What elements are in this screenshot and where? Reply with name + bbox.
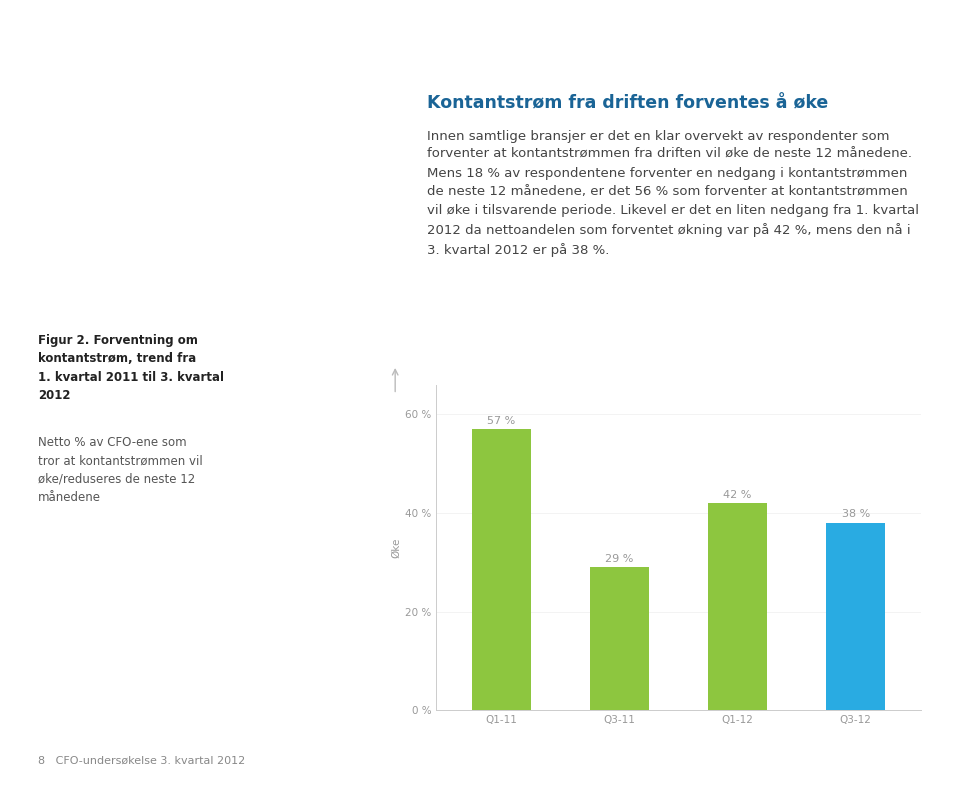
Bar [590, 568, 649, 710]
Bar [826, 523, 885, 710]
Text: Kontantstrøm fra driften forventes å øke: Kontantstrøm fra driften forventes å øke [427, 94, 828, 112]
Text: 38 %: 38 % [842, 509, 870, 520]
Text: Netto % av CFO-ene som
tror at kontantstrømmen vil
øke/reduseres de neste 12
mån: Netto % av CFO-ene som tror at kontantst… [38, 436, 203, 504]
Text: Figur 2. Forventning om
kontantstrøm, trend fra
1. kvartal 2011 til 3. kvartal
2: Figur 2. Forventning om kontantstrøm, tr… [38, 334, 224, 402]
Bar [472, 429, 531, 710]
Text: 57 %: 57 % [487, 415, 515, 425]
Text: 42 %: 42 % [723, 490, 752, 500]
Y-axis label: Øke: Øke [391, 538, 401, 557]
Text: Innen samtlige bransjer er det en klar overvekt av respondenter som
forventer at: Innen samtlige bransjer er det en klar o… [427, 130, 919, 257]
Text: 8   CFO-undersøkelse 3. kvartal 2012: 8 CFO-undersøkelse 3. kvartal 2012 [38, 755, 246, 765]
Text: 29 %: 29 % [605, 554, 634, 564]
Bar [708, 503, 767, 710]
